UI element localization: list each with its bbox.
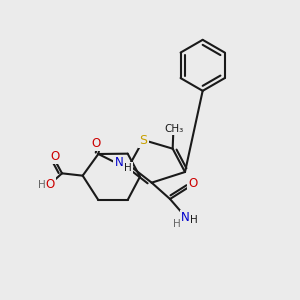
Text: H: H <box>38 180 45 190</box>
Text: O: O <box>188 177 198 190</box>
Text: H: H <box>124 163 132 173</box>
Text: N: N <box>181 211 190 224</box>
Text: H: H <box>190 215 198 225</box>
Text: O: O <box>92 137 100 150</box>
Text: H: H <box>173 219 181 229</box>
Text: O: O <box>51 150 60 163</box>
Text: O: O <box>46 178 55 191</box>
Text: N: N <box>115 156 123 169</box>
Text: S: S <box>139 134 147 146</box>
Text: CH₃: CH₃ <box>165 124 184 134</box>
